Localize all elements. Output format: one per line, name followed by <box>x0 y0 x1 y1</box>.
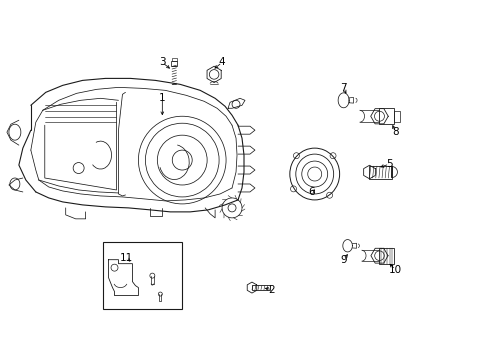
Bar <box>368 166 391 179</box>
Bar <box>379 108 394 124</box>
Text: 8: 8 <box>391 127 398 137</box>
Text: 9: 9 <box>340 255 346 265</box>
Text: 4: 4 <box>218 58 225 67</box>
Text: 3: 3 <box>159 58 165 67</box>
Text: 11: 11 <box>120 253 133 263</box>
Bar <box>394 111 400 122</box>
Bar <box>251 285 270 290</box>
Text: 5: 5 <box>386 159 392 169</box>
Text: 10: 10 <box>388 265 401 275</box>
Bar <box>379 248 394 264</box>
Text: 6: 6 <box>308 187 314 197</box>
Bar <box>171 61 177 67</box>
Text: 7: 7 <box>340 84 346 93</box>
Bar <box>102 242 182 310</box>
Text: 2: 2 <box>268 284 275 294</box>
Text: 1: 1 <box>159 93 165 103</box>
Bar <box>171 58 176 62</box>
